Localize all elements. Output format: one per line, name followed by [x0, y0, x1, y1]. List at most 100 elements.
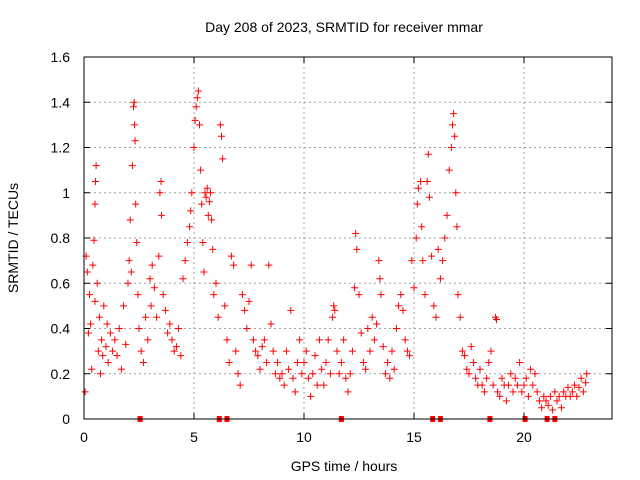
- data-point: [419, 257, 427, 265]
- data-point: [557, 404, 565, 412]
- data-point: [518, 388, 526, 396]
- data-point: [531, 370, 539, 378]
- data-point: [395, 302, 403, 310]
- data-point: [125, 257, 133, 265]
- data-point: [187, 207, 195, 215]
- x-tick-labels: 0 5 10 15 20: [80, 429, 532, 445]
- data-point: [540, 392, 548, 400]
- data-point: [522, 374, 530, 382]
- data-point: [219, 155, 227, 163]
- data-point: [117, 365, 125, 373]
- data-point: [130, 98, 138, 106]
- data-point: [254, 352, 262, 360]
- data-point: [353, 245, 361, 253]
- data-point: [410, 284, 418, 292]
- data-point: [181, 257, 189, 265]
- y-tick-label: 1: [62, 185, 70, 201]
- y-tick-label: 1.2: [51, 140, 71, 156]
- data-point: [425, 193, 433, 201]
- data-point: [417, 177, 425, 185]
- data-point: [86, 291, 93, 299]
- plot-frame: [83, 56, 613, 420]
- data-point: [127, 268, 135, 276]
- data-point: [439, 257, 447, 265]
- data-point: [241, 306, 249, 314]
- data-point: [329, 313, 337, 321]
- data-point: [476, 365, 484, 373]
- data-point: [441, 234, 449, 242]
- data-point: [197, 166, 205, 174]
- data-point: [88, 365, 96, 373]
- data-point: [502, 397, 510, 405]
- data-point: [92, 162, 100, 170]
- data-point: [408, 257, 416, 265]
- y-tick-label: 1.6: [51, 49, 71, 65]
- data-point: [103, 320, 111, 328]
- data-point: [172, 343, 180, 351]
- data-point: [386, 374, 394, 382]
- data-point: [401, 336, 409, 344]
- data-point: [390, 365, 398, 373]
- data-point: [342, 374, 350, 382]
- data-point: [188, 189, 196, 197]
- data-point: [421, 291, 429, 299]
- data-point: [566, 392, 574, 400]
- data-point: [452, 189, 460, 197]
- data-point: [573, 392, 581, 400]
- data-point: [285, 365, 293, 373]
- data-point: [465, 370, 473, 378]
- data-point: [513, 381, 521, 389]
- data-point: [156, 189, 164, 197]
- data-point: [91, 200, 99, 208]
- data-point: [293, 358, 301, 366]
- data-point: [256, 365, 264, 373]
- data-point: [81, 388, 89, 396]
- data-point: [90, 236, 98, 244]
- data-point: [311, 352, 319, 360]
- data-point: [166, 320, 174, 328]
- data-point: [351, 284, 359, 292]
- x-tick-label: 20: [516, 429, 532, 445]
- data-point: [150, 284, 158, 292]
- chart-title: Day 208 of 2023, SRMTID for receiver mma…: [205, 19, 483, 35]
- y-tick-label: 0.6: [51, 275, 71, 291]
- axis-ticks: [83, 56, 612, 420]
- data-point: [157, 177, 165, 185]
- data-point: [456, 313, 464, 321]
- data-point: [449, 121, 456, 129]
- data-point: [527, 365, 535, 373]
- data-point: [467, 343, 475, 351]
- data-point: [392, 325, 400, 332]
- data-point: [480, 388, 488, 396]
- data-point: [376, 275, 384, 283]
- data-point: [274, 358, 282, 366]
- data-point: [191, 116, 199, 124]
- data-point: [458, 347, 466, 355]
- data-point: [124, 279, 132, 287]
- data-point: [397, 291, 405, 299]
- data-point: [209, 245, 217, 253]
- data-point: [196, 121, 203, 129]
- data-point: [289, 374, 297, 382]
- y-axis-label: SRMTID / TECUs: [5, 183, 21, 293]
- data-point: [298, 370, 306, 378]
- data-point: [388, 347, 396, 355]
- data-point: [225, 358, 233, 366]
- data-point: [307, 392, 315, 400]
- data-point: [520, 381, 528, 389]
- y-tick-label: 0.8: [51, 230, 71, 246]
- data-point: [352, 229, 360, 237]
- data-point: [258, 343, 266, 351]
- data-point: [568, 388, 576, 396]
- data-point: [461, 352, 469, 360]
- data-point: [381, 370, 389, 378]
- data-point: [183, 239, 191, 247]
- data-point: [348, 347, 356, 355]
- data-point: [340, 336, 348, 344]
- data-point: [564, 383, 572, 391]
- y-tick-label: 0.4: [51, 321, 71, 337]
- data-point: [186, 223, 194, 231]
- data-point: [243, 325, 251, 332]
- data-point: [529, 381, 537, 389]
- data-point: [489, 381, 497, 389]
